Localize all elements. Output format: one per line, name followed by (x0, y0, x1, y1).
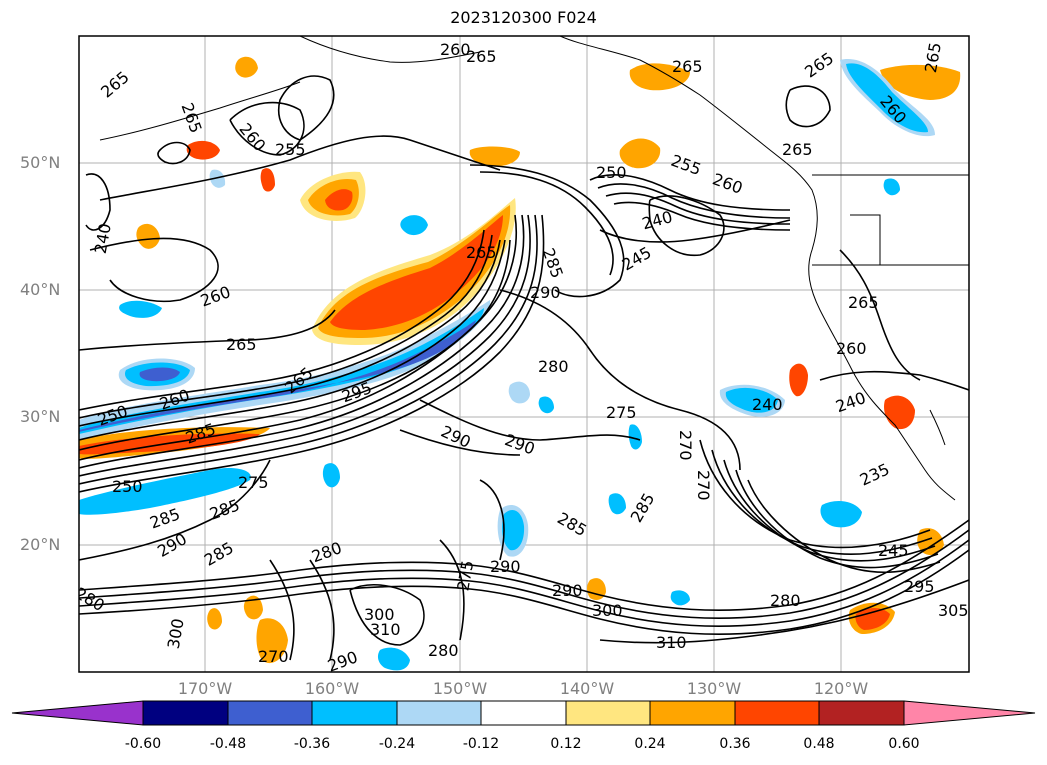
coastlines (99, 36, 969, 501)
lat-label-50n: 50°N (20, 153, 61, 172)
colorbar-cell (565, 700, 651, 726)
contour-label: 310 (656, 633, 687, 652)
lat-label-30n: 30°N (20, 407, 61, 426)
colorbar-cell (142, 700, 229, 726)
contour-lines (79, 75, 969, 661)
contour-label: 280 (770, 591, 801, 610)
colorbar-cell (227, 700, 313, 726)
colorbar-cell (396, 700, 482, 726)
contour-label: 255 (275, 140, 306, 159)
contour-label: 300 (364, 605, 395, 624)
colorbar-tick: 0.48 (803, 736, 835, 752)
contour-label: 260 (440, 40, 471, 59)
lat-label-20n: 20°N (20, 535, 61, 554)
colorbar-tick: 0.36 (719, 736, 751, 752)
colorbar-extend-right (903, 700, 1036, 726)
colorbar-extend-left (11, 700, 144, 726)
lon-label-150w: 150°W (432, 679, 488, 698)
colorbar-tick: -0.36 (293, 736, 331, 752)
lon-label-140w: 140°W (559, 679, 615, 698)
gridlines (79, 36, 969, 672)
colorbar-tick: -0.60 (124, 736, 162, 752)
contour-label: 250 (596, 163, 627, 182)
colorbar-tick: -0.24 (378, 736, 416, 752)
colorbar-cell (480, 700, 567, 726)
lat-label-40n: 40°N (20, 280, 61, 299)
contour-label: 290 (490, 557, 521, 576)
contour-label: 260 (836, 339, 867, 358)
contour-label: 265 (466, 243, 497, 262)
contour-label: 240 (752, 395, 783, 414)
positive-shading (79, 56, 961, 664)
contour-label: 290 (530, 283, 561, 302)
contour-label: 275 (606, 403, 637, 422)
contour-label: 245 (878, 541, 909, 560)
contour-label: 265 (226, 335, 257, 354)
contour-label: 280 (538, 357, 569, 376)
lon-label-120w: 120°W (813, 679, 869, 698)
colorbar-tick: -0.12 (462, 736, 500, 752)
contour-label: 250 (112, 477, 143, 496)
map-background (79, 36, 969, 672)
colorbar-tick: -0.48 (209, 736, 247, 752)
colorbar-tick: 0.60 (888, 736, 920, 752)
contour-label: 265 (672, 57, 703, 76)
contour-label: 300 (592, 601, 623, 620)
contour-label: 275 (238, 473, 269, 492)
contour-label: 265 (848, 293, 879, 312)
contour-labels: 265 260 265 265 260 255 265 250 255 260 … (79, 40, 969, 672)
figure-title: 2023120300 F024 (450, 8, 597, 27)
contour-label: 270 (694, 470, 713, 501)
lon-label-170w: 170°W (177, 679, 233, 698)
contour-label: 270 (258, 647, 289, 666)
contour-label: 305 (938, 601, 969, 620)
colorbar-cell (818, 700, 905, 726)
colorbar-tick: 0.24 (634, 736, 666, 752)
colorbar (11, 700, 1036, 726)
contour-label: 295 (904, 577, 935, 596)
lon-label-160w: 160°W (304, 679, 360, 698)
contour-label: 310 (370, 620, 401, 639)
lon-label-130w: 130°W (686, 679, 742, 698)
contour-label: 290 (552, 581, 583, 600)
colorbar-cell (649, 700, 736, 726)
negative-shading (79, 59, 935, 671)
colorbar-cell (311, 700, 398, 726)
contour-label: 265 (466, 47, 497, 66)
map-border (78, 35, 970, 673)
colorbar-tick: 0.12 (550, 736, 582, 752)
contour-label: 270 (676, 430, 695, 461)
contour-label: 280 (428, 641, 459, 660)
contour-label: 265 (782, 140, 813, 159)
colorbar-cell (734, 700, 820, 726)
